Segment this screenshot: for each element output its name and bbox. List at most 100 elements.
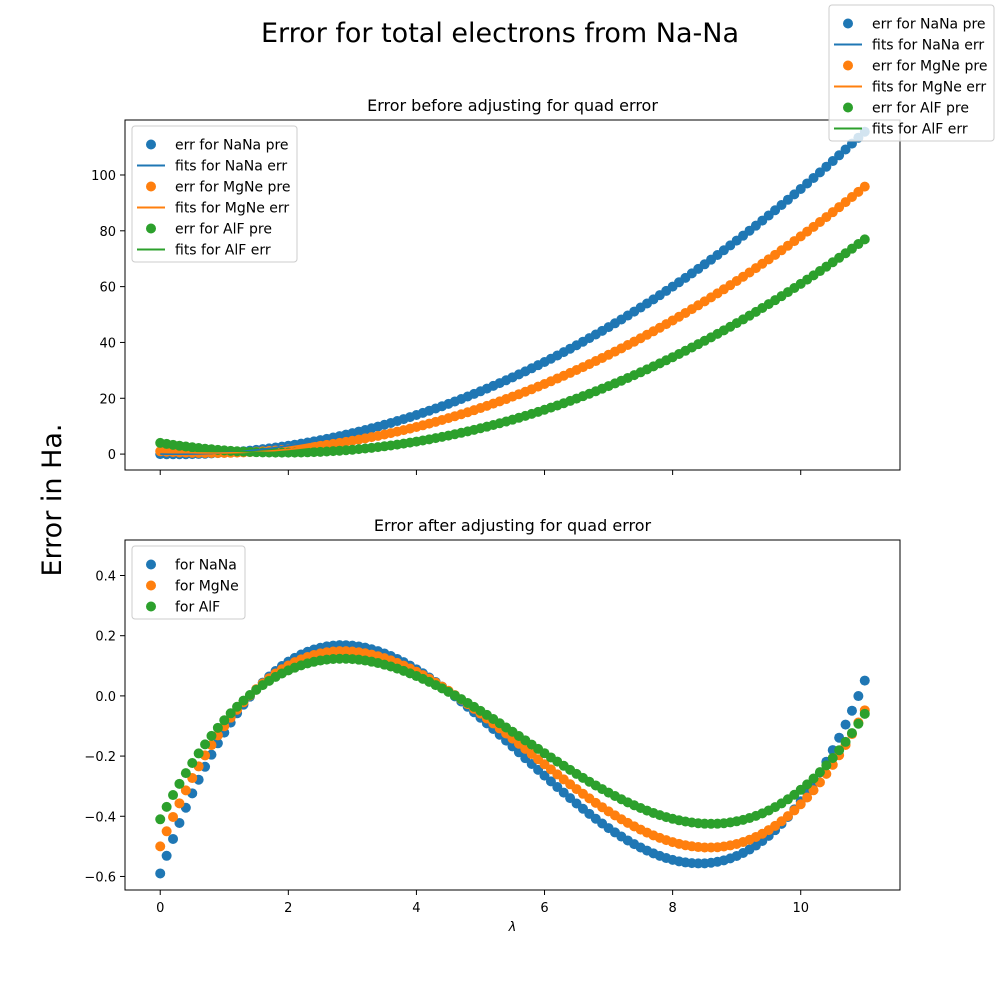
y-tick-label: 0.2	[95, 630, 116, 645]
y-tick-label: −0.2	[84, 750, 116, 765]
data-point	[840, 736, 851, 747]
plot-area	[155, 640, 870, 879]
legend-marker	[146, 601, 156, 612]
data-point	[859, 675, 870, 686]
data-point	[539, 770, 550, 781]
data-point	[174, 817, 185, 828]
data-point	[802, 792, 813, 803]
legend-label: for NaNa	[175, 558, 237, 574]
legend-marker	[146, 139, 156, 150]
data-point	[853, 691, 864, 702]
y-tick-label: 60	[99, 281, 116, 296]
subplot-title: Error before adjusting for quad error	[367, 96, 658, 115]
data-point	[814, 767, 825, 778]
legend-marker	[146, 181, 156, 192]
data-point	[161, 826, 172, 837]
y-tick-label: 80	[99, 225, 116, 240]
figure-title: Error for total electrons from Na-Na	[261, 18, 739, 49]
plot-area	[155, 126, 870, 460]
data-point	[795, 799, 806, 810]
data-point	[180, 785, 191, 796]
y-tick-label: 100	[91, 169, 116, 184]
subplot-legend: for NaNa for MgNe for AlF	[131, 545, 246, 620]
fit-line	[160, 131, 866, 456]
data-point	[155, 868, 166, 879]
legend-label: err for AlF pre	[175, 222, 272, 238]
figure-legend: err for NaNa pre fits for NaNa err err for…	[828, 4, 995, 142]
x-tick-label: 10	[792, 901, 809, 916]
data-point	[802, 779, 813, 790]
data-point	[846, 705, 857, 716]
legend-marker	[146, 559, 156, 570]
legend-marker	[843, 102, 853, 113]
x-tick-label: 0	[156, 901, 164, 916]
data-point	[212, 722, 223, 733]
legend-label: err for MgNe pre	[175, 180, 290, 196]
x-tick-label: 6	[540, 901, 548, 916]
legend-label: fits for NaNa err	[872, 38, 984, 54]
data-point	[174, 798, 185, 809]
legend-marker	[146, 223, 156, 234]
legend-label: err for MgNe pre	[872, 59, 987, 75]
data-point	[168, 790, 179, 801]
top-subplot: Error before adjusting for quad error 0 20…	[91, 96, 901, 475]
data-point	[187, 758, 198, 769]
x-tick-label: 2	[284, 901, 292, 916]
legend-label: err for NaNa pre	[872, 17, 986, 33]
data-point	[808, 773, 819, 784]
legend-label: err for AlF pre	[872, 101, 969, 117]
x-axis-label: λ	[508, 920, 517, 935]
legend-marker	[843, 18, 853, 29]
fit-line	[160, 238, 866, 454]
x-tick-label: 8	[668, 901, 676, 916]
data-point	[225, 708, 236, 719]
y-tick-label: −0.4	[84, 810, 116, 825]
y-tick-label: −0.6	[84, 870, 116, 885]
data-point	[193, 748, 204, 759]
data-point	[161, 801, 172, 812]
data-point	[155, 814, 166, 825]
subplot-title: Error after adjusting for quad error	[374, 516, 652, 535]
data-point	[168, 833, 179, 844]
data-point	[859, 708, 870, 719]
data-point	[174, 778, 185, 789]
legend-label: fits for MgNe err	[175, 201, 289, 217]
y-tick-label: 0.0	[95, 690, 116, 705]
legend-frame	[131, 125, 298, 263]
data-point	[545, 776, 556, 787]
data-point	[782, 811, 793, 822]
data-point	[206, 730, 217, 741]
data-point	[238, 695, 249, 706]
data-point	[200, 739, 211, 750]
subplot-legend: err for NaNa pre fits for NaNa err err for…	[131, 125, 298, 263]
data-point	[827, 753, 838, 764]
data-point	[789, 805, 800, 816]
data-point	[232, 701, 243, 712]
series-for-nana	[155, 640, 870, 879]
legend-label: fits for NaNa err	[175, 159, 287, 175]
data-point	[219, 715, 230, 726]
axes-frame	[124, 119, 901, 471]
legend-marker	[146, 580, 156, 591]
data-point	[853, 718, 864, 729]
y-tick-label: 20	[99, 392, 116, 407]
data-point	[161, 850, 172, 861]
legend-label: for MgNe	[175, 579, 239, 595]
legend-label: for AlF	[175, 600, 220, 616]
data-point	[168, 811, 179, 822]
series-for-alf	[155, 653, 870, 829]
x-tick-label: 4	[412, 901, 420, 916]
legend-label: fits for MgNe err	[872, 80, 986, 96]
data-point	[155, 841, 166, 852]
legend-label: err for NaNa pre	[175, 138, 289, 154]
data-point	[840, 719, 851, 730]
data-point	[846, 728, 857, 739]
legend-label: fits for AlF err	[175, 243, 271, 259]
y-tick-label: 0.4	[95, 570, 116, 585]
legend-frame	[131, 545, 246, 620]
legend-label: fits for AlF err	[872, 122, 968, 138]
axes-frame	[124, 539, 901, 891]
fit-line	[160, 186, 866, 454]
data-point	[808, 785, 819, 796]
